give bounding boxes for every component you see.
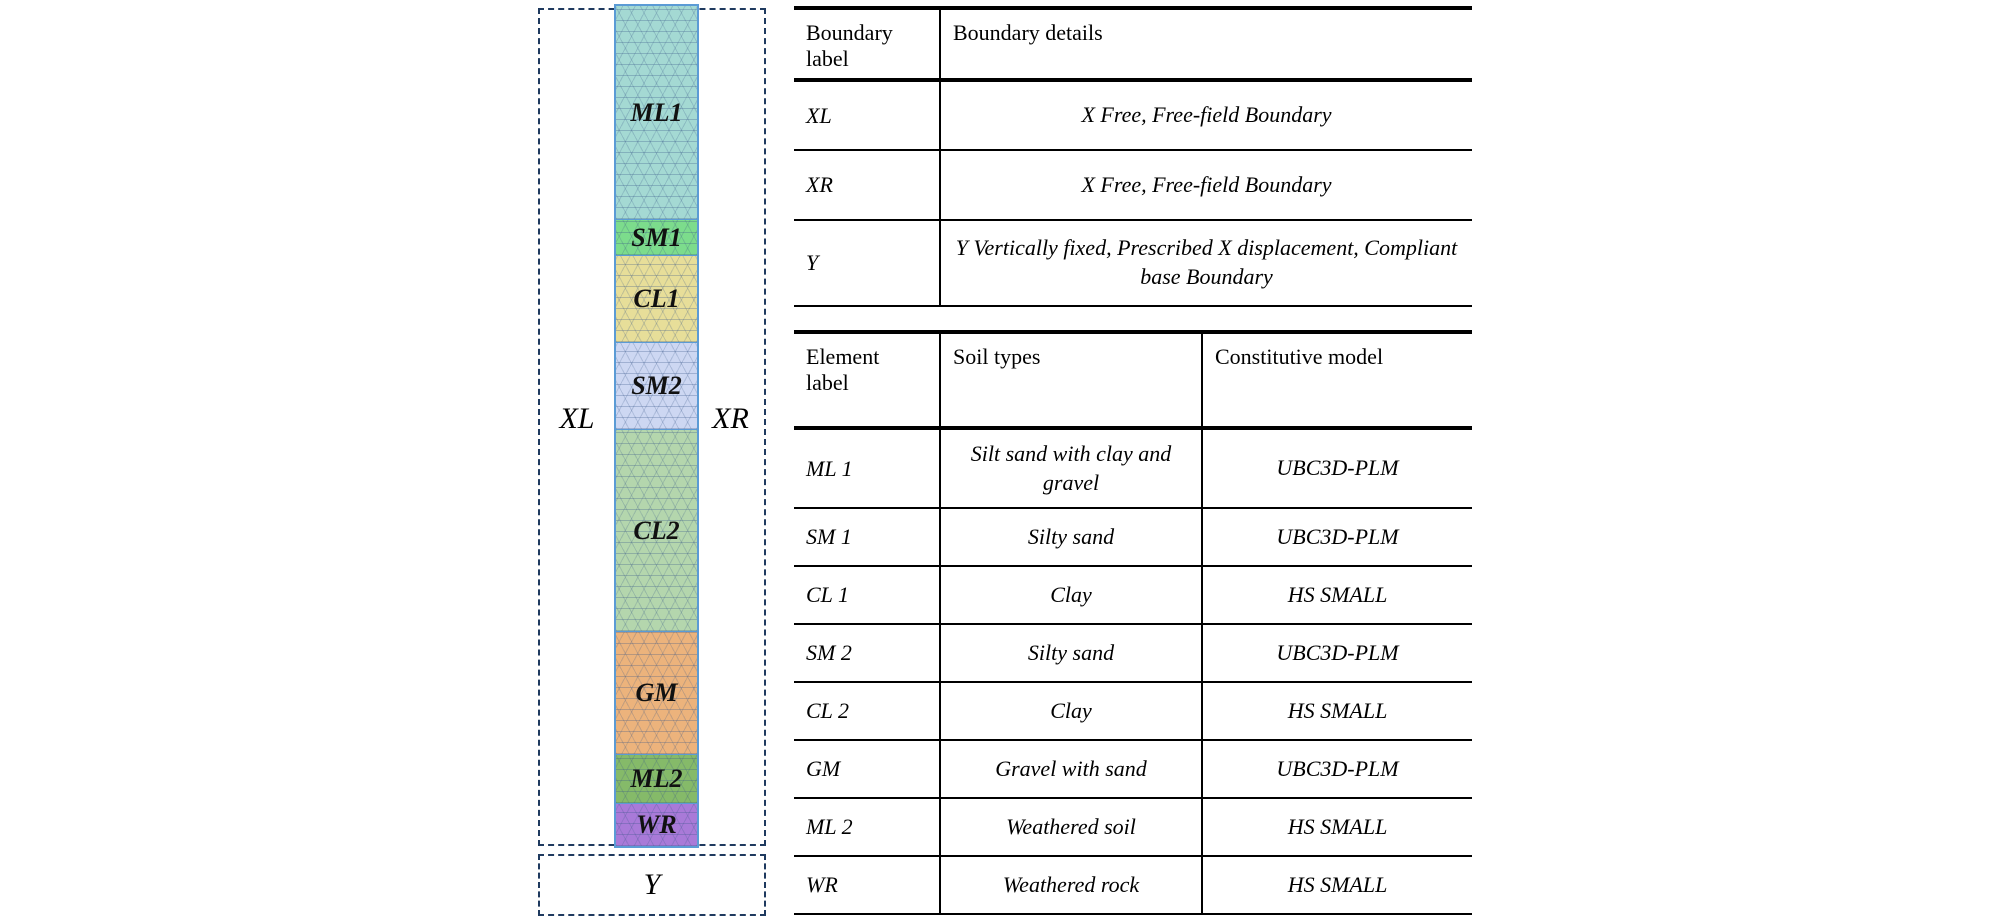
element-row-label: WR (794, 856, 940, 915)
soil-layer: CL2 (616, 430, 697, 632)
element-row-label: CL 1 (794, 566, 940, 625)
element-row-label: SM 2 (794, 624, 940, 683)
table-row: SM 2 Silty sand UBC3D-PLM (794, 624, 1472, 683)
soil-layer-label: SM1 (631, 222, 682, 252)
element-row-label: SM 1 (794, 508, 940, 567)
element-row-soil: Silty sand (939, 624, 1202, 683)
boundary-table-header: Boundary label Boundary details (794, 6, 1472, 82)
soil-layer: WR (616, 804, 697, 846)
element-table-header-soil: Soil types (939, 330, 1202, 430)
table-row: CL 2 Clay HS SMALL (794, 682, 1472, 741)
element-row-label: ML 1 (794, 428, 940, 509)
soil-layer: ML1 (616, 6, 697, 220)
table-row: GM Gravel with sand UBC3D-PLM (794, 740, 1472, 799)
element-row-label: GM (794, 740, 940, 799)
soil-layer-label: ML2 (630, 764, 683, 793)
soil-layer-label: ML1 (630, 97, 683, 127)
boundary-row-label: XL (794, 80, 940, 151)
boundary-row-label: Y (794, 220, 940, 307)
boundary-label-xr: XR (712, 402, 749, 435)
soil-column: ML1 SM1 CL1 SM2 CL2 GM ML2 WR (614, 4, 699, 848)
element-table-header-label: Element label (794, 330, 940, 430)
table-row: WR Weathered rock HS SMALL (794, 856, 1472, 915)
element-row-soil: Silt sand with clay and gravel (939, 428, 1202, 509)
element-row-model: HS SMALL (1201, 566, 1472, 625)
element-row-label: ML 2 (794, 798, 940, 857)
soil-layer: GM (616, 632, 697, 755)
soil-layer-label: GM (635, 678, 678, 707)
soil-layer-label: SM2 (631, 371, 682, 400)
soil-layer-label: CL1 (633, 284, 680, 313)
boundary-table: Boundary label Boundary details XL X Fre… (794, 6, 1472, 307)
soil-layer-label: CL2 (633, 515, 680, 545)
element-row-soil: Clay (939, 566, 1202, 625)
soil-layer: SM2 (616, 343, 697, 430)
soil-layer-label: WR (636, 810, 677, 839)
element-row-model: UBC3D-PLM (1201, 428, 1472, 509)
element-row-soil: Gravel with sand (939, 740, 1202, 799)
element-row-soil: Silty sand (939, 508, 1202, 567)
boundary-row-label: XR (794, 150, 940, 221)
boundary-label-xl: XL (559, 402, 595, 435)
table-row: ML 2 Weathered soil HS SMALL (794, 798, 1472, 857)
element-row-soil: Clay (939, 682, 1202, 741)
table-row: ML 1 Silt sand with clay and gravel UBC3… (794, 428, 1472, 509)
boundary-row-details: Y Vertically fixed, Prescribed X displac… (939, 220, 1472, 307)
element-row-soil: Weathered rock (939, 856, 1202, 915)
soil-layer: CL1 (616, 256, 697, 343)
element-row-model: UBC3D-PLM (1201, 740, 1472, 799)
table-row: XL X Free, Free-field Boundary (794, 80, 1472, 151)
element-row-model: UBC3D-PLM (1201, 508, 1472, 567)
base-boundary-box: Y (538, 854, 766, 916)
table-row: XR X Free, Free-field Boundary (794, 150, 1472, 221)
table-row: SM 1 Silty sand UBC3D-PLM (794, 508, 1472, 567)
element-row-soil: Weathered soil (939, 798, 1202, 857)
element-table: Element label Soil types Constitutive mo… (794, 330, 1472, 915)
element-table-header: Element label Soil types Constitutive mo… (794, 330, 1472, 430)
element-row-model: HS SMALL (1201, 798, 1472, 857)
boundary-label-y: Y (643, 868, 661, 901)
table-row: CL 1 Clay HS SMALL (794, 566, 1472, 625)
soil-layer: ML2 (616, 755, 697, 804)
element-table-header-model: Constitutive model (1201, 330, 1472, 430)
element-row-model: HS SMALL (1201, 682, 1472, 741)
element-row-model: HS SMALL (1201, 856, 1472, 915)
element-row-model: UBC3D-PLM (1201, 624, 1472, 683)
boundary-table-header-label: Boundary label (794, 6, 940, 82)
boundary-row-details: X Free, Free-field Boundary (939, 150, 1472, 221)
table-row: Y Y Vertically fixed, Prescribed X displ… (794, 220, 1472, 307)
boundary-row-details: X Free, Free-field Boundary (939, 80, 1472, 151)
element-row-label: CL 2 (794, 682, 940, 741)
boundary-table-header-details: Boundary details (939, 6, 1472, 82)
soil-layer: SM1 (616, 220, 697, 256)
